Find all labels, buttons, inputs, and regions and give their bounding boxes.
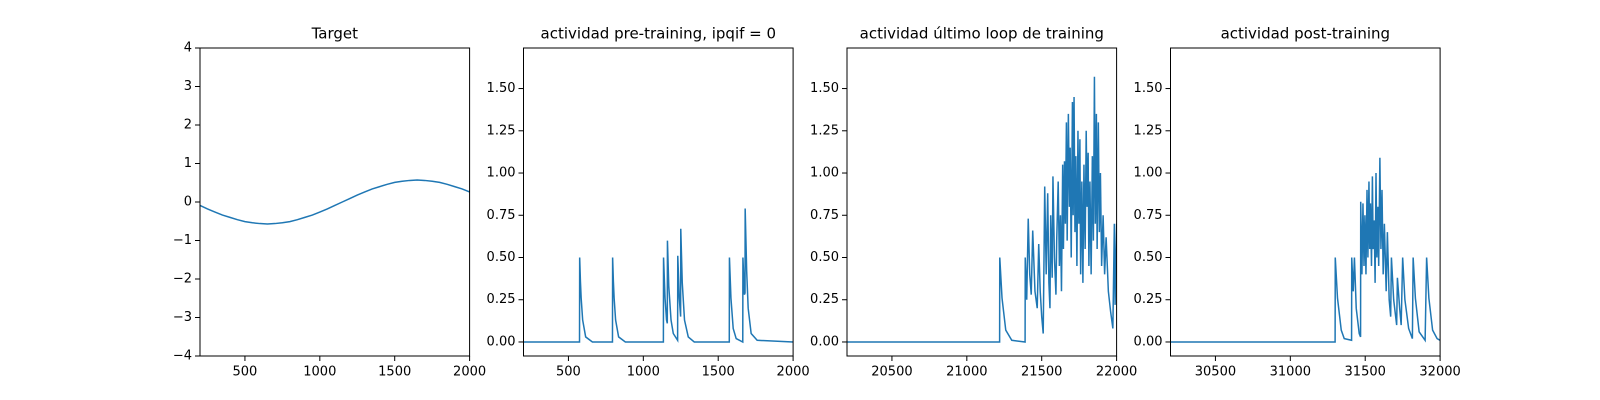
- subplot-title: Target: [311, 25, 359, 43]
- y-tick-label: 3: [184, 79, 192, 94]
- y-tick-label: 1: [184, 156, 192, 171]
- x-tick-label: 500: [233, 365, 258, 380]
- y-tick-label: 0.25: [1134, 292, 1163, 307]
- subplot: 500 1000 1500 2000 0.00 0.25 0.50 0.75 1.00 1.25 1…: [487, 25, 810, 380]
- data-line: [523, 208, 794, 344]
- subplot: 30500 31000 31500 32000 0.00 0.25 0.50 0.75 1.00…: [1134, 25, 1461, 380]
- y-tick-label: −3: [173, 310, 192, 325]
- y-tick-label: −4: [173, 349, 192, 364]
- y-tick-label: 1.25: [810, 123, 839, 138]
- y-tick-label: 4: [184, 41, 192, 56]
- x-tick-label: 31500: [1345, 365, 1386, 380]
- y-tick-label: 1.00: [1134, 166, 1163, 181]
- y-tick-label: 1.00: [810, 166, 839, 181]
- plot-area: [847, 76, 1117, 343]
- x-tick-label: 1000: [303, 365, 336, 380]
- y-tick-label: 0.75: [487, 208, 516, 223]
- x-tick-label: 1500: [378, 365, 411, 380]
- y-tick-label: 1.50: [810, 81, 839, 96]
- y-tick-label: 0.75: [1134, 208, 1163, 223]
- axes-frame: [1170, 47, 1441, 357]
- data-line: [1170, 157, 1441, 343]
- subplot-title: actividad post-training: [1221, 25, 1390, 43]
- plot-area: [523, 208, 794, 344]
- plot-area: [1170, 157, 1441, 343]
- y-tick-label: 0.50: [487, 250, 516, 265]
- axes-frame: [846, 47, 1118, 357]
- y-tick-label: −2: [173, 272, 192, 287]
- y-tick-label: 1.50: [1134, 81, 1163, 96]
- y-tick-label: 0.00: [1134, 334, 1163, 349]
- plot-area: [200, 179, 470, 225]
- y-tick-label: 0.00: [487, 334, 516, 349]
- y-tick-label: 2: [184, 118, 192, 133]
- x-tick-label: 21000: [946, 365, 987, 380]
- x-tick-label: 21500: [1021, 365, 1062, 380]
- data-line: [200, 179, 470, 225]
- subplot-title: actividad último loop de training: [860, 25, 1104, 43]
- x-tick-label: 2000: [453, 365, 486, 380]
- data-line: [847, 76, 1117, 343]
- y-tick-label: 0.25: [810, 292, 839, 307]
- y-tick-label: 1.50: [487, 81, 516, 96]
- y-tick-label: 1.00: [487, 166, 516, 181]
- x-tick-label: 500: [556, 365, 581, 380]
- axes-frame: [523, 47, 794, 357]
- x-tick-label: 1000: [627, 365, 660, 380]
- y-tick-label: 1.25: [1134, 123, 1163, 138]
- y-tick-label: 0.25: [487, 292, 516, 307]
- subplot-title: actividad pre-training, ipqif = 0: [541, 25, 777, 43]
- x-tick-label: 31000: [1270, 365, 1311, 380]
- x-tick-label: 2000: [777, 365, 810, 380]
- y-tick-label: 0.50: [1134, 250, 1163, 265]
- x-tick-label: 30500: [1195, 365, 1236, 380]
- x-tick-label: 20500: [871, 365, 912, 380]
- y-tick-label: 0.00: [810, 334, 839, 349]
- y-tick-label: 0.50: [810, 250, 839, 265]
- x-tick-label: 22000: [1096, 365, 1137, 380]
- subplot: 500 1000 1500 2000 −4 −3 −2 −1 0 1 2 3 4 Target: [173, 25, 486, 380]
- y-tick-label: −1: [173, 233, 192, 248]
- subplot: 20500 21000 21500 22000 0.00 0.25 0.50 0.75 1.00…: [810, 25, 1137, 380]
- x-tick-label: 1500: [702, 365, 735, 380]
- x-tick-label: 32000: [1419, 365, 1460, 380]
- axes-frame: [199, 47, 471, 357]
- y-tick-label: 0.75: [810, 208, 839, 223]
- y-tick-label: 1.25: [487, 123, 516, 138]
- y-tick-label: 0: [184, 195, 192, 210]
